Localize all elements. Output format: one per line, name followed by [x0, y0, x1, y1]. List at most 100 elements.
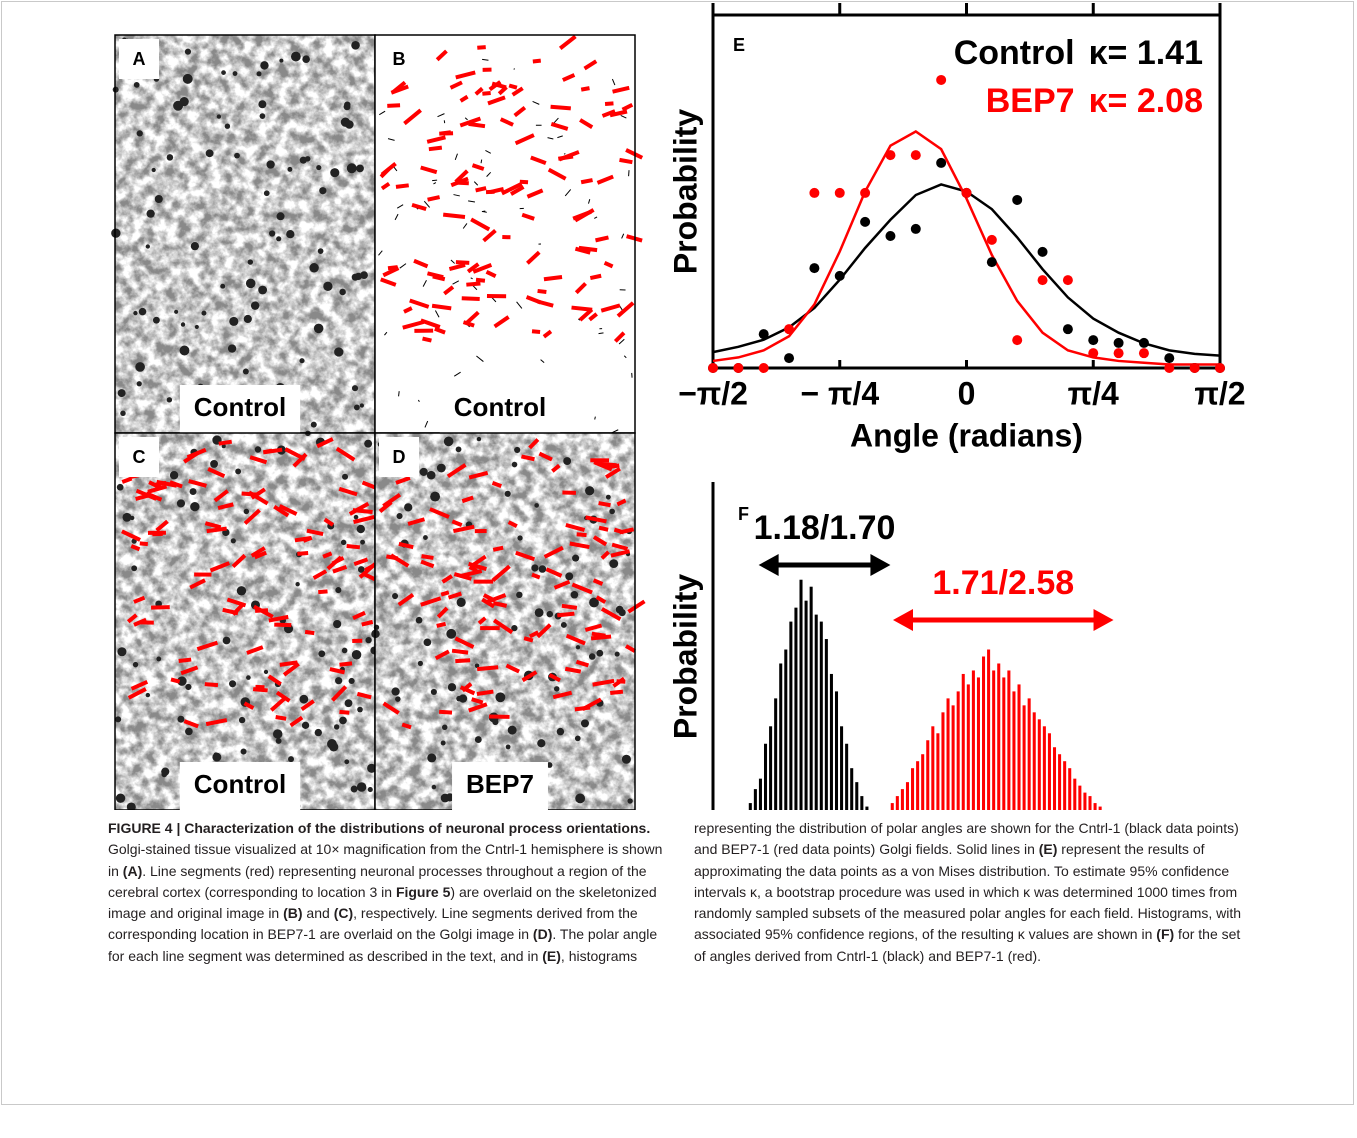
traced-segment	[218, 439, 233, 446]
panel-letter-box	[119, 39, 159, 79]
skeleton-trace	[485, 150, 492, 154]
cell-body	[313, 323, 324, 334]
cell-body	[133, 310, 138, 316]
traced-segment	[472, 554, 487, 567]
cell-body	[546, 610, 554, 618]
traced-segment	[435, 49, 448, 62]
caption-bold-text: Figure 5	[395, 883, 451, 900]
traced-segment	[468, 470, 489, 480]
traced-segment	[548, 673, 561, 683]
skeleton-trace	[594, 416, 596, 420]
skeleton-trace	[422, 279, 427, 287]
histogram-bar	[1002, 677, 1006, 810]
skeleton-trace	[547, 137, 554, 140]
caption-bold-text: (E)	[1038, 841, 1058, 858]
cell-body	[391, 687, 400, 696]
caption-bold-text: (D)	[532, 926, 553, 943]
cell-body	[585, 486, 595, 496]
panel-letter-box	[379, 437, 419, 477]
traced-segment	[557, 611, 575, 618]
traced-segment	[472, 262, 493, 274]
cell-body	[392, 593, 399, 600]
cell-body	[288, 756, 294, 763]
histogram-bar	[794, 607, 798, 810]
x-tick-label: π/2	[1194, 375, 1245, 411]
cell-body	[221, 444, 226, 449]
traced-segment	[542, 329, 553, 339]
traced-segment	[543, 545, 564, 559]
traced-segment	[267, 674, 282, 686]
cell-body	[505, 744, 511, 750]
cell-body	[356, 782, 367, 792]
panel-letter: A	[133, 49, 146, 69]
traced-segment	[452, 524, 475, 534]
traced-segment	[466, 281, 481, 287]
traced-segment	[574, 282, 587, 295]
cell-body	[177, 715, 185, 723]
traced-segment	[453, 572, 472, 581]
traced-segment	[222, 607, 239, 616]
data-point	[885, 150, 896, 161]
cell-body	[145, 692, 151, 698]
skeleton-trace	[437, 113, 445, 118]
data-point	[1037, 246, 1048, 257]
skeleton-trace	[598, 332, 604, 335]
cell-body	[343, 103, 351, 111]
traced-segment	[318, 589, 328, 595]
arrow-head	[870, 554, 891, 576]
traced-segment	[477, 616, 487, 625]
traced-segment	[443, 285, 455, 296]
traced-segment	[600, 607, 622, 622]
traced-segment	[246, 645, 264, 655]
cell-body	[117, 647, 127, 657]
histogram-bar	[895, 796, 899, 810]
cell-body	[222, 636, 231, 645]
cell-body	[117, 389, 126, 398]
traced-segment	[471, 697, 484, 705]
cell-body	[575, 645, 581, 650]
traced-segment	[284, 447, 306, 461]
traced-segment	[282, 662, 300, 677]
traced-segment	[397, 592, 415, 607]
cell-body	[589, 597, 599, 608]
cell-body	[227, 344, 237, 353]
histogram-bar	[921, 754, 925, 810]
skeleton-trace	[417, 399, 420, 403]
caption-text: , histograms representing the distributi…	[560, 820, 1239, 964]
data-point	[910, 150, 921, 161]
cell-body	[580, 719, 589, 728]
cell-body	[220, 283, 226, 289]
cell-body	[205, 149, 214, 158]
skeleton-trace	[452, 280, 460, 285]
cell-body	[235, 468, 242, 475]
cell-body	[276, 236, 282, 242]
traced-segment	[509, 185, 525, 196]
panel-caption-box	[179, 762, 301, 810]
traced-segment	[356, 691, 372, 700]
traced-segment	[420, 596, 442, 607]
traced-segment	[558, 34, 577, 50]
traced-segment	[536, 623, 552, 639]
cell-body	[169, 471, 179, 480]
traced-segment	[180, 665, 199, 676]
cell-body	[458, 694, 468, 703]
cell-body	[299, 358, 305, 364]
data-point	[860, 216, 871, 227]
cell-body	[156, 656, 162, 662]
traced-segment	[580, 178, 593, 185]
traced-segment	[605, 466, 621, 479]
traced-segment	[403, 306, 413, 314]
cell-body	[423, 638, 432, 647]
histogram-bar	[1007, 670, 1011, 810]
traced-segment	[323, 517, 335, 527]
traced-segment	[205, 718, 228, 727]
histogram-bar	[936, 733, 940, 810]
traced-segment	[447, 591, 462, 600]
cell-body	[154, 194, 163, 204]
histogram-bar	[951, 705, 955, 810]
cell-body	[431, 784, 437, 790]
traced-segment	[576, 532, 587, 538]
data-point	[936, 74, 947, 85]
traced-segment	[278, 504, 298, 516]
cell-body	[138, 307, 147, 316]
